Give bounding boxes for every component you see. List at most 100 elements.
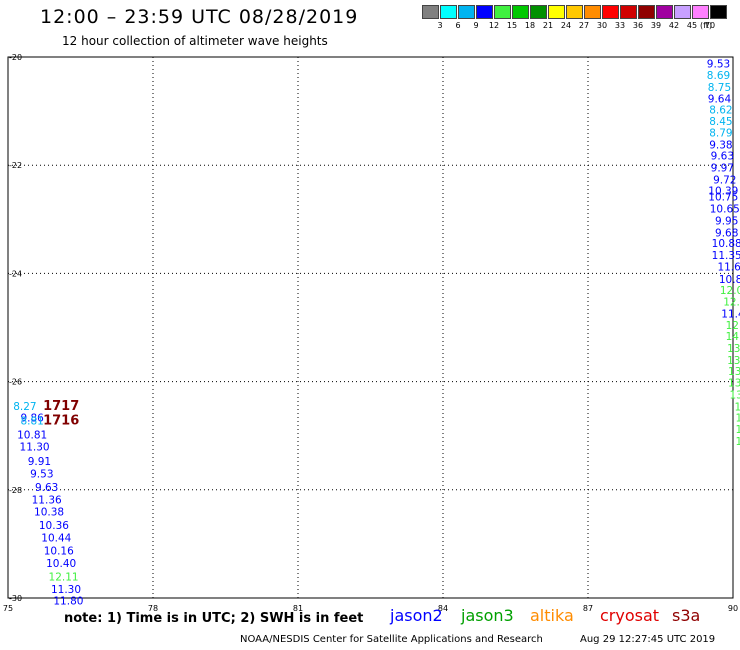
color-scale-label: 12 [488, 21, 500, 30]
wave-height-value: 13. [727, 343, 740, 355]
satellite-legend-item: altika [530, 606, 574, 625]
wave-height-value: 13. [729, 390, 740, 402]
color-swatch [584, 5, 601, 19]
wave-height-value: 10.39 [708, 186, 738, 198]
wave-height-value: 10.81 [17, 430, 47, 442]
color-swatch [656, 5, 673, 19]
color-scale-label: 45 [686, 21, 698, 30]
color-swatch [566, 5, 583, 19]
wave-height-value: 9.91 [28, 456, 51, 468]
wave-height-value: 10.16 [44, 545, 74, 557]
map-frame [7, 56, 734, 599]
pass-time-label: 1717 [43, 399, 79, 414]
color-swatch [548, 5, 565, 19]
wave-height-value: 9.53 [707, 58, 730, 70]
wave-height-value: 11.35 [712, 250, 740, 262]
y-tick-label: -28 [9, 486, 22, 495]
wave-height-value: 13. [728, 366, 740, 378]
color-scale-label: 27 [578, 21, 590, 30]
color-scale-label: 70 [704, 21, 716, 30]
wave-height-value: 13. [727, 355, 740, 367]
footer-note: note: 1) Time is in UTC; 2) SWH is in fe… [64, 611, 364, 626]
wave-height-value: 1 [734, 401, 740, 413]
wave-height-value: 8.69 [707, 70, 730, 82]
wave-height-value: 10.8 [719, 274, 740, 286]
wave-height-value: 9.95 [715, 215, 738, 227]
color-scale-label: 9 [473, 21, 479, 30]
wave-height-value: 8.45 [709, 116, 732, 128]
color-swatch [620, 5, 637, 19]
wave-height-value: 9.64 [708, 94, 732, 106]
wave-height-value: 10.44 [41, 532, 71, 544]
x-tick-label: 84 [438, 604, 448, 613]
wave-height-value: 11.6 [717, 261, 740, 273]
wave-height-value: 9.86 [20, 412, 44, 424]
x-tick-label: 78 [148, 604, 158, 613]
wave-height-value: 9.68 [715, 227, 738, 239]
wave-height-value: 9.72 [713, 174, 736, 186]
wave-height-value: 10.88 [712, 238, 740, 250]
color-swatch [494, 5, 511, 19]
color-swatch [422, 5, 439, 19]
wave-height-value: 12. [726, 320, 740, 332]
wave-height-value: 8.62 [709, 104, 732, 116]
color-scale-label: 24 [560, 21, 572, 30]
y-tick-label: -20 [9, 53, 22, 62]
wave-height-value: 11.80 [53, 596, 83, 608]
y-tick-label: -26 [9, 378, 22, 387]
x-tick-label: 75 [3, 604, 13, 613]
color-swatch [512, 5, 529, 19]
color-scale-labels: 3 6 9 12 15 18 21 24 27 30 33 36 39 42 45 70 [422, 21, 728, 30]
footer-timestamp: Aug 29 12:27:45 UTC 2019 [580, 634, 716, 645]
map-title: 12:00 – 23:59 UTC 08/28/2019 [40, 6, 359, 28]
satellite-legend-item: jason2 [390, 606, 443, 625]
wave-height-value: 9.38 [709, 140, 732, 152]
color-scale-label: 15 [506, 21, 518, 30]
pass-time-label: 1716 [43, 413, 79, 428]
wave-height-value: 1 [735, 424, 740, 436]
wave-height-value: 14. [726, 331, 740, 343]
wave-height-value: 12. [723, 297, 740, 309]
color-scale-label: 18 [524, 21, 536, 30]
color-scale-label: 33 [614, 21, 626, 30]
satellite-legend-item: cryosat [600, 606, 660, 625]
wave-height-value: 9.53 [30, 469, 53, 481]
wave-height-value: 9.63 [35, 482, 58, 494]
color-swatch [458, 5, 475, 19]
satellite-legend-item: s3a [672, 606, 701, 625]
wave-height-value: 13. [728, 378, 740, 390]
wave-height-value: 1 [735, 412, 740, 424]
wave-height-value: 11.30 [20, 442, 50, 454]
x-tick-label: 87 [583, 604, 593, 613]
wave-height-value: 10.75 [708, 192, 738, 204]
color-scale-label: 21 [542, 21, 554, 30]
wave-height-value: 11.30 [51, 584, 81, 596]
wave-height-value: 8.27 [13, 401, 36, 413]
wave-height-value: 9.97 [711, 162, 734, 174]
wave-height-value: 8.75 [708, 82, 731, 94]
color-swatch [602, 5, 619, 19]
wave-height-value: 11.4 [721, 308, 740, 320]
y-tick-label: -22 [9, 161, 22, 170]
wave-height-value: 10.36 [39, 520, 69, 532]
color-swatch [476, 5, 493, 19]
color-scale-label: 3 [437, 21, 443, 30]
x-tick-label: 90 [728, 604, 738, 613]
wave-height-value: 10.38 [34, 506, 64, 518]
footer-credit: NOAA/NESDIS Center for Satellite Applica… [240, 634, 543, 645]
color-scale-swatches [422, 5, 728, 19]
wave-height-value: 12.11 [49, 571, 79, 583]
wave-height-value: 1 [735, 436, 740, 448]
wave-height-value: 8.81 [20, 416, 43, 428]
wave-height-value: 12.0 [720, 285, 740, 297]
satellite-legend-item: jason3 [461, 606, 514, 625]
color-scale-legend: 3 6 9 12 15 18 21 24 27 30 33 36 39 42 45 70 [422, 5, 728, 30]
wave-height-value: 11.36 [32, 495, 62, 507]
y-tick-label: -24 [9, 269, 22, 278]
y-tick-label: -30 [9, 594, 22, 603]
color-scale-label: 30 [596, 21, 608, 30]
wave-height-value: 8.79 [709, 128, 732, 140]
color-scale-label: 36 [632, 21, 644, 30]
color-scale-label: 42 [668, 21, 680, 30]
